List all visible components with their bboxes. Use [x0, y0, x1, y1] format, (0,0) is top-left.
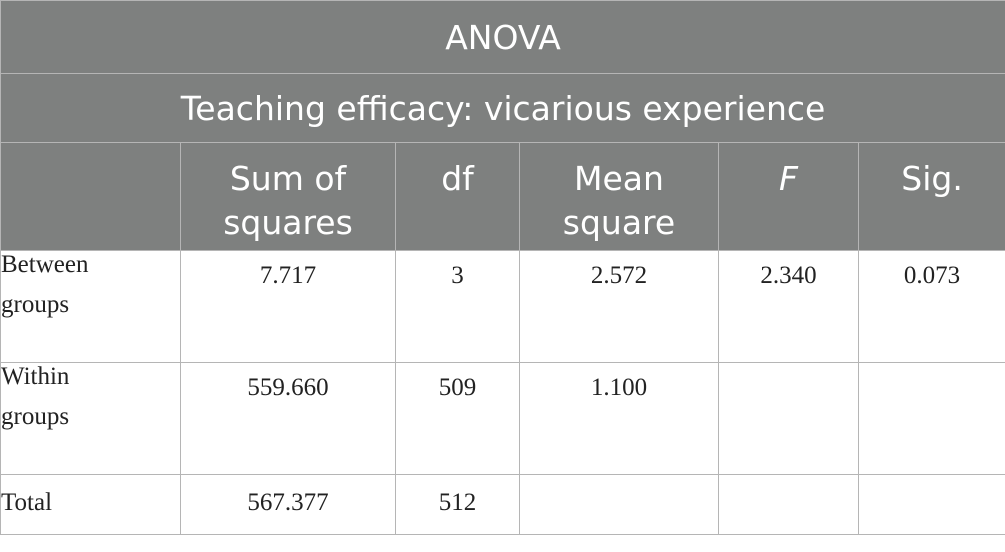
cell-df: 509	[395, 362, 520, 475]
column-header-sig-label: Sig.	[901, 159, 963, 198]
row-label-line2: groups	[1, 403, 70, 430]
table-row-between-groups: Between groups 7.717 3 2.572 2.340 0.073	[0, 250, 1005, 363]
cell-sig	[857, 362, 1005, 475]
column-header-sum-of-squares-line1: Sum of	[229, 159, 347, 198]
column-header-f: F	[718, 142, 859, 251]
table-subtitle: Teaching efficacy: vicarious experience	[0, 73, 1005, 143]
cell-sig: 0.073	[857, 250, 1005, 363]
cell-f	[718, 362, 859, 475]
cell-mean-square: 2.572	[519, 250, 719, 363]
column-header-sig: Sig.	[857, 142, 1005, 251]
row-label-line1: Between	[1, 251, 89, 278]
column-header-sum-of-squares-line2: squares	[223, 203, 353, 242]
table-row-total: Total 567.377 512	[0, 474, 1005, 535]
cell-mean-square: 1.100	[519, 362, 719, 475]
column-header-sum-of-squares: Sum of squares	[180, 142, 396, 251]
column-header-blank	[0, 142, 181, 251]
cell-f	[718, 474, 859, 535]
cell-df: 3	[395, 250, 520, 363]
table-row-within-groups: Within groups 559.660 509 1.100	[0, 362, 1005, 475]
cell-sum-of-squares: 559.660	[180, 362, 396, 475]
cell-sum-of-squares: 7.717	[180, 250, 396, 363]
cell-f: 2.340	[718, 250, 859, 363]
row-label-within-groups: Within groups	[0, 362, 181, 475]
row-label-between-groups: Between groups	[0, 250, 181, 363]
cell-mean-square	[519, 474, 719, 535]
column-header-row: Sum of squares df Mean square F Sig.	[0, 142, 1005, 251]
row-label-line1: Total	[1, 489, 53, 516]
column-header-mean-square: Mean square	[519, 142, 719, 251]
row-label-line1: Within	[1, 363, 70, 390]
row-label-total: Total	[0, 474, 181, 535]
row-label-line2: groups	[1, 291, 70, 318]
column-header-df-label: df	[441, 159, 474, 198]
column-header-df: df	[395, 142, 520, 251]
table-title: ANOVA	[0, 0, 1005, 74]
column-header-mean-square-line1: Mean	[574, 159, 664, 198]
column-header-mean-square-line2: square	[562, 203, 676, 242]
cell-sig	[857, 474, 1005, 535]
cell-sum-of-squares: 567.377	[180, 474, 396, 535]
column-header-f-label: F	[779, 159, 798, 198]
cell-df: 512	[395, 474, 520, 535]
anova-table: ANOVA Teaching efficacy: vicarious exper…	[0, 0, 1005, 535]
